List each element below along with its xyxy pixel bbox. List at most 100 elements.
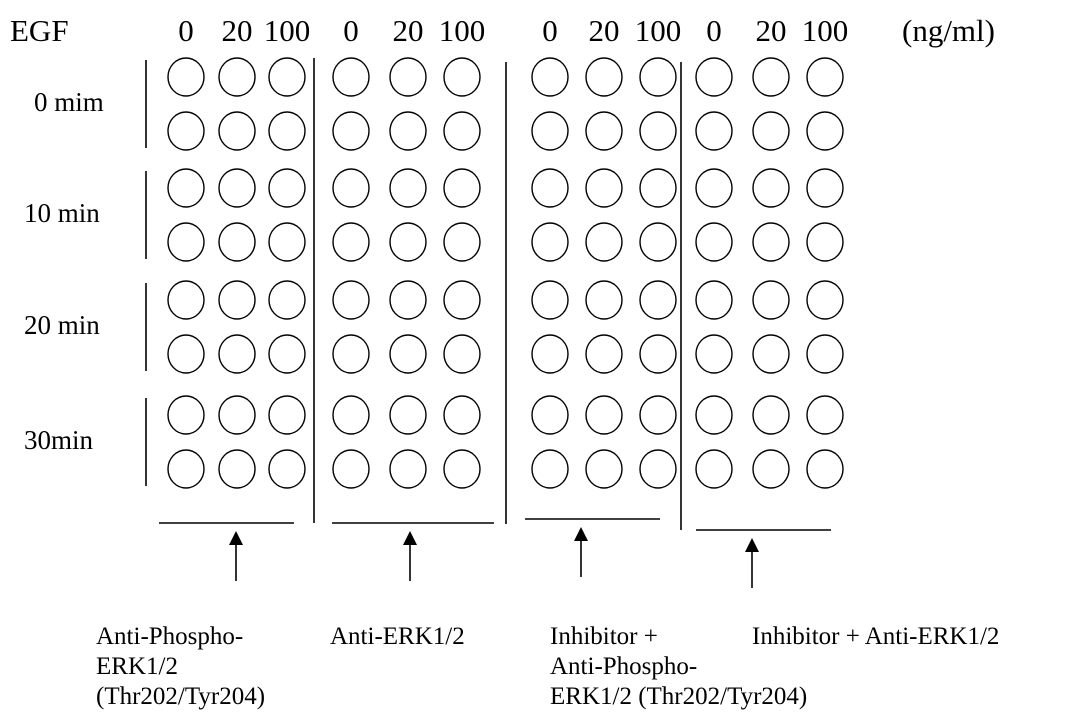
well xyxy=(443,111,481,151)
group-3-caption: Inhibitor + Anti-Phospho- ERK1/2 (Thr202… xyxy=(550,623,808,710)
well xyxy=(167,222,205,262)
well xyxy=(585,449,623,489)
well xyxy=(167,334,205,374)
well xyxy=(218,395,256,435)
well xyxy=(268,449,306,489)
well xyxy=(585,111,623,151)
well xyxy=(167,449,205,489)
well xyxy=(218,168,256,208)
well xyxy=(806,168,844,208)
concentration-label: 0 xyxy=(542,13,558,48)
well xyxy=(218,280,256,320)
concentration-label: 0 xyxy=(706,13,722,48)
well xyxy=(639,222,677,262)
well xyxy=(585,57,623,97)
well xyxy=(806,57,844,97)
well xyxy=(639,449,677,489)
well xyxy=(332,168,370,208)
well xyxy=(639,168,677,208)
well xyxy=(695,280,733,320)
well xyxy=(332,395,370,435)
well xyxy=(218,222,256,262)
well xyxy=(268,57,306,97)
well xyxy=(167,168,205,208)
well xyxy=(332,334,370,374)
well xyxy=(268,280,306,320)
well xyxy=(218,449,256,489)
well xyxy=(531,57,569,97)
well xyxy=(806,111,844,151)
well xyxy=(332,57,370,97)
group-4-caption: Inhibitor + Anti-ERK1/2 xyxy=(752,623,1000,650)
well xyxy=(332,222,370,262)
timepoint-label: 20 min xyxy=(24,310,100,340)
well xyxy=(639,395,677,435)
well xyxy=(806,449,844,489)
well xyxy=(531,334,569,374)
well xyxy=(218,111,256,151)
well xyxy=(585,222,623,262)
well xyxy=(585,280,623,320)
well xyxy=(167,111,205,151)
well xyxy=(695,222,733,262)
well xyxy=(268,334,306,374)
well xyxy=(806,334,844,374)
well xyxy=(389,57,427,97)
well xyxy=(752,395,790,435)
well xyxy=(806,222,844,262)
well xyxy=(389,449,427,489)
group-2-caption: Anti-ERK1/2 xyxy=(330,623,465,650)
well xyxy=(443,168,481,208)
well xyxy=(639,57,677,97)
well xyxy=(752,57,790,97)
well xyxy=(752,222,790,262)
well xyxy=(389,168,427,208)
concentration-label: 20 xyxy=(392,13,424,48)
group-1-caption: Anti-Phospho- ERK1/2 (Thr202/Tyr204) xyxy=(96,623,266,710)
well xyxy=(639,111,677,151)
group-arrow-head xyxy=(403,531,417,545)
well xyxy=(443,57,481,97)
well xyxy=(389,111,427,151)
well xyxy=(531,168,569,208)
well xyxy=(695,395,733,435)
concentration-label: 100 xyxy=(801,13,849,48)
well xyxy=(332,111,370,151)
concentration-label: 20 xyxy=(588,13,620,48)
group-arrow-head xyxy=(574,527,588,541)
concentration-label: 0 xyxy=(178,13,194,48)
well xyxy=(268,111,306,151)
well xyxy=(531,111,569,151)
well xyxy=(585,334,623,374)
well xyxy=(695,449,733,489)
well xyxy=(389,222,427,262)
well xyxy=(443,280,481,320)
timepoint-label: 30min xyxy=(24,425,94,455)
factor-label: EGF xyxy=(10,13,69,48)
well xyxy=(752,280,790,320)
well xyxy=(389,395,427,435)
well xyxy=(806,395,844,435)
well xyxy=(218,334,256,374)
group-arrow-head xyxy=(229,531,243,545)
concentration-label: 0 xyxy=(343,13,359,48)
well xyxy=(531,222,569,262)
well xyxy=(268,222,306,262)
timepoint-label: 0 mim xyxy=(34,87,104,117)
well xyxy=(639,280,677,320)
well xyxy=(443,334,481,374)
well xyxy=(695,168,733,208)
well xyxy=(752,449,790,489)
well xyxy=(268,395,306,435)
well xyxy=(806,280,844,320)
well xyxy=(167,280,205,320)
well xyxy=(695,111,733,151)
well xyxy=(332,449,370,489)
well xyxy=(167,57,205,97)
well xyxy=(389,280,427,320)
concentration-label: 20 xyxy=(755,13,787,48)
well xyxy=(531,449,569,489)
well xyxy=(639,334,677,374)
well xyxy=(585,395,623,435)
